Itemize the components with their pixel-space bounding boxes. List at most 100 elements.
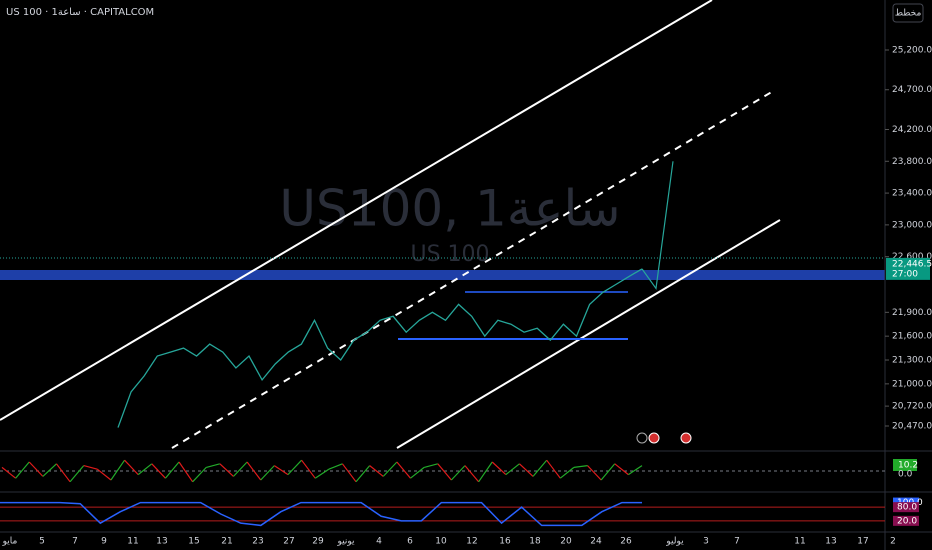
oscillator-segment [137, 463, 153, 476]
price-line [117, 268, 643, 428]
oscillator-segment [96, 468, 112, 481]
zone [0, 270, 885, 280]
oscillator-segment [178, 461, 194, 483]
y-tick-label: 21,000.0 [892, 379, 932, 389]
x-tick-label: 5 [39, 537, 45, 547]
x-tick-label: 12 [466, 537, 477, 547]
x-tick-label: 23 [252, 537, 263, 547]
oscillator-segment [28, 461, 44, 477]
event-icon[interactable] [680, 432, 692, 444]
channel-lower [396, 219, 781, 449]
oscillator-segment [491, 461, 507, 476]
oscillator-segment [450, 465, 466, 481]
oscillator-segment [15, 461, 30, 479]
oscillator-segment [423, 463, 438, 468]
x-tick-label: 13 [156, 537, 167, 547]
oscillator-zero: 0.0 [898, 470, 913, 480]
last-price-box [886, 257, 930, 280]
oscillator-segment [614, 463, 629, 476]
symbol-title: US 100 · 1ساعة · CAPITALCOM [6, 7, 154, 18]
x-tick-label: 7 [72, 537, 78, 547]
y-tick-label: 23,000.0 [892, 220, 932, 230]
oscillator-segment [219, 463, 234, 477]
last-price-label: 22,446.5 [892, 259, 932, 269]
oscillator-segment [382, 461, 398, 477]
y-tick-label: 21,300.0 [892, 356, 932, 366]
oscillator-segment [341, 463, 357, 483]
watermark-title: US100, 1ساعة [279, 180, 620, 238]
oscillator-segment [559, 466, 575, 479]
oscillator-segment [573, 465, 588, 468]
oscillator-segment [328, 463, 343, 470]
oscillator-segment [396, 461, 411, 479]
oscillator-segment [628, 465, 643, 476]
event-icon[interactable] [636, 432, 648, 444]
y-tick-label: 24,200.0 [892, 125, 932, 135]
x-tick-label: 3 [703, 537, 709, 547]
oscillator-segment [151, 463, 166, 479]
y-tick-label: 22,600.0 [892, 252, 932, 262]
x-tick-label: يونيو [336, 537, 355, 547]
x-tick-label: 16 [499, 537, 511, 547]
chart-button-label[interactable]: مخطط [895, 9, 922, 19]
oscillator-segment [546, 459, 561, 479]
oscillator-segment [314, 468, 330, 479]
event-icon[interactable] [648, 432, 660, 444]
x-tick-label: 10 [435, 537, 447, 547]
oscillator-segment [437, 463, 452, 481]
y-tick-label: 23,400.0 [892, 189, 932, 199]
oscillator-segment [505, 463, 520, 476]
countdown-label: 27:00 [892, 269, 918, 279]
rsi-tick-label: 20.0 [897, 516, 917, 526]
oscillator-value-box [893, 459, 917, 471]
x-tick-label: 11 [794, 537, 805, 547]
x-tick-label: 4 [376, 537, 382, 547]
channel-upper [0, 0, 713, 421]
x-tick-label: يوليو [665, 537, 684, 547]
x-tick-label: 18 [529, 537, 541, 547]
y-tick-label: 20,720.0 [892, 402, 932, 412]
oscillator-segment [355, 465, 371, 483]
oscillator-segment [532, 459, 548, 477]
x-tick-label: 7 [734, 537, 740, 547]
projection-line [641, 161, 674, 291]
oscillator-segment [246, 461, 262, 481]
rsi-tick-box [893, 502, 919, 513]
oscillator-segment [192, 466, 207, 483]
oscillator-segment [587, 465, 602, 481]
oscillator-segment [260, 465, 275, 481]
x-tick-label: 9 [101, 537, 107, 547]
oscillator-segment [410, 466, 425, 479]
oscillator-segment [600, 463, 616, 481]
y-tick-label: 23,800.0 [892, 157, 932, 167]
oscillator-segment [1, 466, 16, 479]
x-tick-label: 13 [825, 537, 836, 547]
oscillator-segment [206, 463, 221, 468]
oscillator-segment [83, 465, 98, 470]
oscillator-segment [110, 459, 126, 481]
y-tick-label: 20,470.0 [892, 421, 932, 431]
chart-button[interactable] [892, 3, 924, 23]
x-tick-label: 29 [312, 537, 324, 547]
oscillator-segment [519, 463, 534, 477]
y-tick-label: 21,900.0 [892, 308, 932, 318]
y-tick-label: 21,600.0 [892, 332, 932, 342]
watermark-subtitle: US 100 [410, 242, 489, 267]
y-tick-label: 24,700.0 [892, 85, 932, 95]
x-tick-label: 26 [620, 537, 632, 547]
y-tick-label: 25,200.0 [892, 46, 932, 56]
x-tick-label: 2 [890, 537, 896, 547]
x-tick-label: 15 [188, 537, 199, 547]
rsi-line [0, 501, 642, 527]
oscillator-segment [164, 461, 180, 479]
oscillator-segment [69, 465, 85, 483]
oscillator-segment [287, 459, 303, 476]
oscillator-segment [369, 465, 384, 477]
oscillator-segment [55, 463, 71, 483]
rsi-tick-label: 80.0 [897, 503, 917, 513]
x-tick-label: 6 [407, 537, 413, 547]
oscillator-segment [124, 459, 139, 476]
oscillator-value: 10.2 [898, 461, 918, 471]
x-tick-label: 20 [560, 537, 572, 547]
